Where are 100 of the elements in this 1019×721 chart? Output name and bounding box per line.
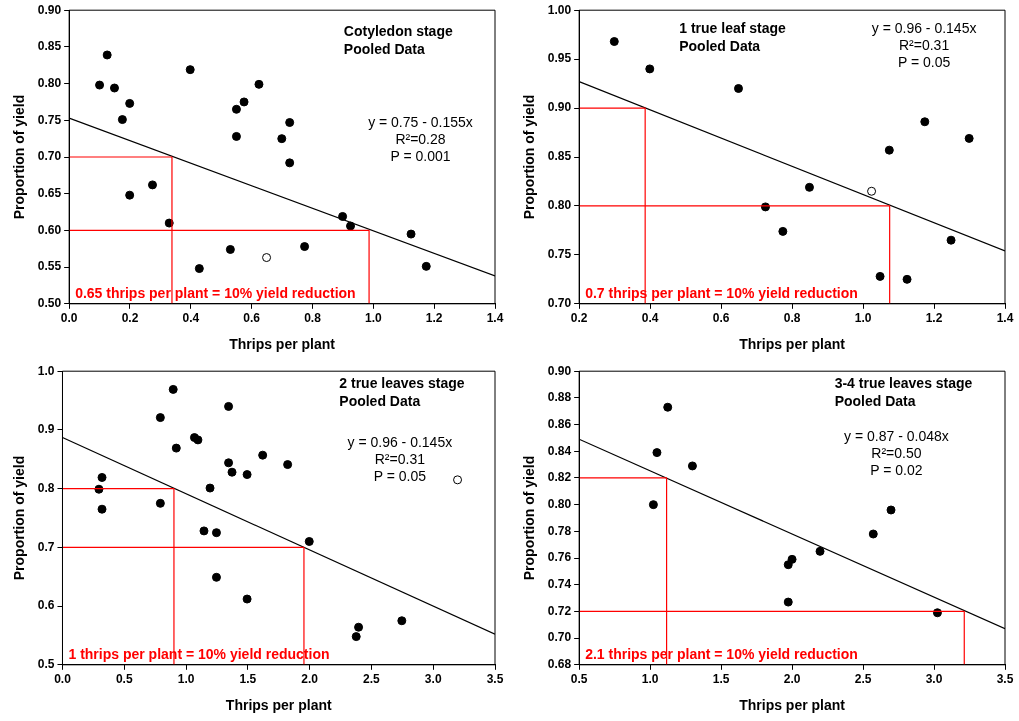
point <box>453 475 463 485</box>
point <box>254 79 264 89</box>
point <box>902 274 912 284</box>
point <box>354 622 364 632</box>
point <box>211 528 221 538</box>
point <box>194 264 204 274</box>
x-tick-label: 2.5 <box>854 672 872 687</box>
point <box>148 180 157 190</box>
x-tick-label: 0.4 <box>182 311 200 326</box>
point <box>804 182 814 192</box>
x-tick-label: 1.0 <box>854 311 872 326</box>
x-tick-label: 0.6 <box>243 311 261 326</box>
text: Pooled Data <box>679 37 761 54</box>
point <box>231 104 241 114</box>
point <box>242 594 252 604</box>
x-tick-label: 1.4 <box>996 311 1014 326</box>
annotation: R²=0.50 <box>871 444 922 461</box>
annotation: y = 0.96 - 0.145x <box>871 19 977 36</box>
point <box>338 211 348 221</box>
point <box>239 97 249 107</box>
annotation: 0.65 thrips per plant = 10% yield reduction <box>75 284 356 301</box>
text: Cotyledon stage <box>343 22 453 39</box>
y-tick-label: 0.80 <box>547 198 572 213</box>
y-axis-title: Proportion of yield <box>11 94 28 220</box>
x-tick-label: 1.5 <box>239 672 257 687</box>
point <box>258 450 268 460</box>
x-tick-label: 1.2 <box>425 311 443 326</box>
point <box>277 134 287 144</box>
x-tick-label: 2.0 <box>783 672 801 687</box>
x-tick-label: 0.0 <box>54 672 72 687</box>
x-tick-label: 3.0 <box>424 672 442 687</box>
y-tick-label: 0.78 <box>547 523 572 538</box>
text: Pooled Data <box>343 40 425 57</box>
annotation: R²=0.28 <box>395 130 446 147</box>
point <box>193 435 203 445</box>
annotation: y = 0.96 - 0.145x <box>347 433 453 450</box>
point <box>946 235 956 245</box>
y-tick-label: 1.00 <box>547 2 572 17</box>
x-axis-title: Thrips per plant <box>739 336 846 353</box>
y-axis-title: Proportion of yield <box>521 455 538 581</box>
point <box>733 83 743 93</box>
point <box>231 131 241 141</box>
x-tick-label: 3.5 <box>996 672 1014 687</box>
y-tick-label: 0.70 <box>37 149 62 164</box>
x-tick-label: 3.5 <box>486 672 504 687</box>
x-tick-label: 1.5 <box>712 672 730 687</box>
x-tick-label: 0.2 <box>570 311 588 326</box>
point <box>242 470 252 480</box>
point <box>225 244 235 254</box>
annotation: P = 0.05 <box>897 53 951 70</box>
point <box>300 242 310 252</box>
y-tick-label: 0.86 <box>547 416 572 431</box>
x-tick-label: 2.5 <box>363 672 381 687</box>
point <box>875 271 885 281</box>
y-axis-title: Proportion of yield <box>521 94 538 220</box>
x-tick-label: 1.0 <box>364 311 382 326</box>
point <box>185 65 195 75</box>
y-tick-label: 0.82 <box>547 470 572 485</box>
point <box>168 384 178 394</box>
y-tick-label: 0.70 <box>547 296 572 311</box>
x-tick-label: 0.8 <box>783 311 801 326</box>
point <box>205 483 215 493</box>
y-tick-label: 0.85 <box>37 39 62 54</box>
x-tick-label: 0.2 <box>121 311 139 326</box>
text: Pooled Data <box>834 392 916 409</box>
point <box>663 402 673 412</box>
y-axis-title: Proportion of yield <box>11 455 28 581</box>
point <box>109 83 119 93</box>
x-tick-label: 0.8 <box>304 311 322 326</box>
point <box>609 37 619 47</box>
point <box>199 526 209 536</box>
y-tick-label: 0.50 <box>37 296 62 311</box>
point <box>783 597 793 607</box>
x-tick-label: 1.0 <box>641 672 659 687</box>
y-tick-label: 0.72 <box>547 603 572 618</box>
chart-title: 2 true leaves stage <box>339 374 465 391</box>
y-tick-label: 0.70 <box>547 630 572 645</box>
text: Pooled Data <box>339 392 421 409</box>
y-tick-label: 0.68 <box>547 657 572 672</box>
y-tick-label: 0.9 <box>37 422 55 437</box>
x-tick-label: 3.0 <box>925 672 943 687</box>
y-tick-label: 0.75 <box>37 112 62 127</box>
point <box>262 253 272 263</box>
y-tick-label: 1.0 <box>37 363 55 378</box>
annotation: y = 0.87 - 0.048x <box>844 427 949 444</box>
point <box>351 632 361 642</box>
point <box>125 98 135 108</box>
point <box>125 190 135 200</box>
x-tick-label: 0.6 <box>712 311 730 326</box>
point <box>886 505 896 515</box>
x-axis-title: Thrips per plant <box>225 697 332 714</box>
y-tick-label: 0.80 <box>547 496 572 511</box>
y-tick-label: 0.8 <box>37 480 55 495</box>
point <box>285 158 295 168</box>
point <box>97 472 107 482</box>
y-tick-label: 0.6 <box>37 598 55 613</box>
point <box>117 115 127 125</box>
y-tick-label: 0.84 <box>547 443 572 458</box>
point <box>95 80 105 90</box>
y-tick-label: 0.90 <box>547 100 572 115</box>
